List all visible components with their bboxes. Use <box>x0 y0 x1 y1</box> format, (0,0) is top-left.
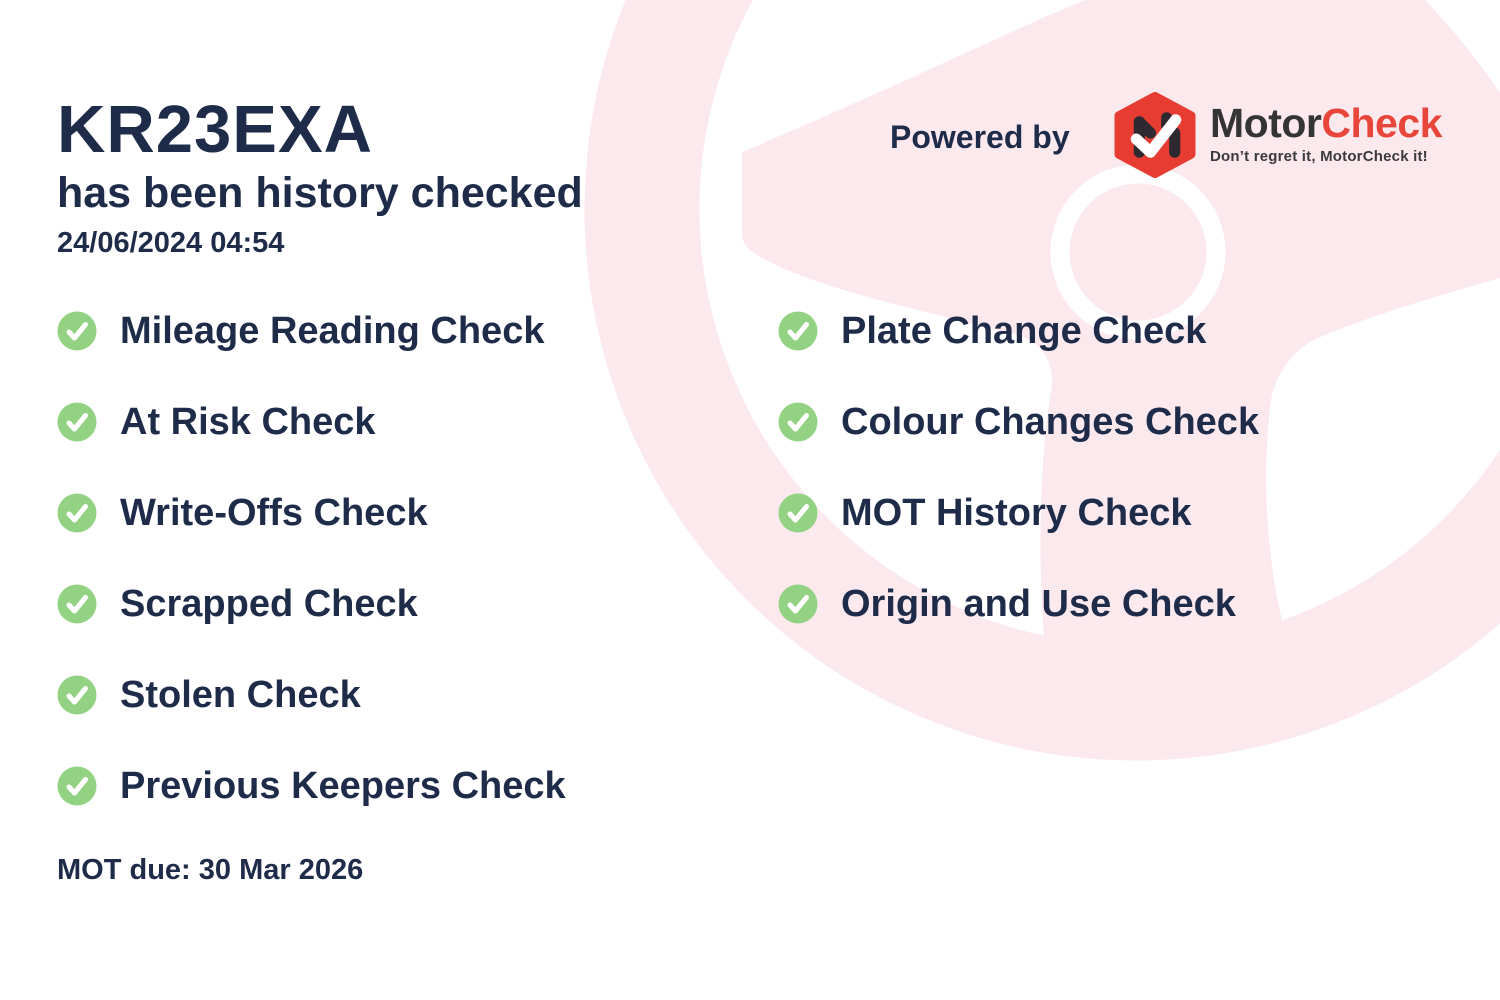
check-circle-icon <box>57 675 97 715</box>
check-list-item: At Risk Check <box>57 402 376 442</box>
check-item-label: Stolen Check <box>120 674 361 716</box>
check-item-label: MOT History Check <box>841 492 1192 534</box>
check-list-item: Previous Keepers Check <box>57 766 566 806</box>
check-circle-icon <box>778 584 818 624</box>
brand-motor: Motor <box>1210 100 1322 146</box>
check-circle-icon <box>778 493 818 533</box>
registration-plate: KR23EXA <box>57 92 374 167</box>
hub-ring <box>1050 164 1226 340</box>
check-item-label: Scrapped Check <box>120 583 418 625</box>
check-item-label: Write-Offs Check <box>120 492 428 534</box>
check-item-label: Origin and Use Check <box>841 583 1236 625</box>
check-item-label: Plate Change Check <box>841 310 1207 352</box>
check-item-label: Colour Changes Check <box>841 401 1260 443</box>
check-list-item: Origin and Use Check <box>778 584 1236 624</box>
check-list-item: Write-Offs Check <box>57 493 428 533</box>
check-item-label: Previous Keepers Check <box>120 765 566 807</box>
subtitle: has been history checked <box>57 169 583 217</box>
check-timestamp: 24/06/2024 04:54 <box>57 227 285 259</box>
check-item-label: At Risk Check <box>120 401 376 443</box>
check-list-item: Colour Changes Check <box>778 402 1259 442</box>
check-circle-icon <box>57 766 97 806</box>
motorcheck-logo-icon <box>1114 92 1196 178</box>
brand-tagline: Don’t regret it, MotorCheck it! <box>1210 148 1428 165</box>
check-list-item: Plate Change Check <box>778 311 1206 351</box>
check-circle-icon <box>57 493 97 533</box>
check-circle-icon <box>778 402 818 442</box>
check-circle-icon <box>57 311 97 351</box>
check-list-item: MOT History Check <box>778 493 1192 533</box>
check-circle-icon <box>778 311 818 351</box>
brand-check: Check <box>1321 100 1442 146</box>
mot-due-text: MOT due: 30 Mar 2026 <box>57 854 364 886</box>
check-list-item: Scrapped Check <box>57 584 418 624</box>
check-circle-icon <box>57 584 97 624</box>
check-item-label: Mileage Reading Check <box>120 310 545 352</box>
powered-by-label: Powered by <box>890 119 1070 155</box>
brand-wordmark: MotorCheck <box>1210 103 1442 144</box>
check-list-item: Stolen Check <box>57 675 361 715</box>
logo-checkmark <box>1130 114 1182 158</box>
check-list-item: Mileage Reading Check <box>57 311 544 351</box>
check-circle-icon <box>57 402 97 442</box>
